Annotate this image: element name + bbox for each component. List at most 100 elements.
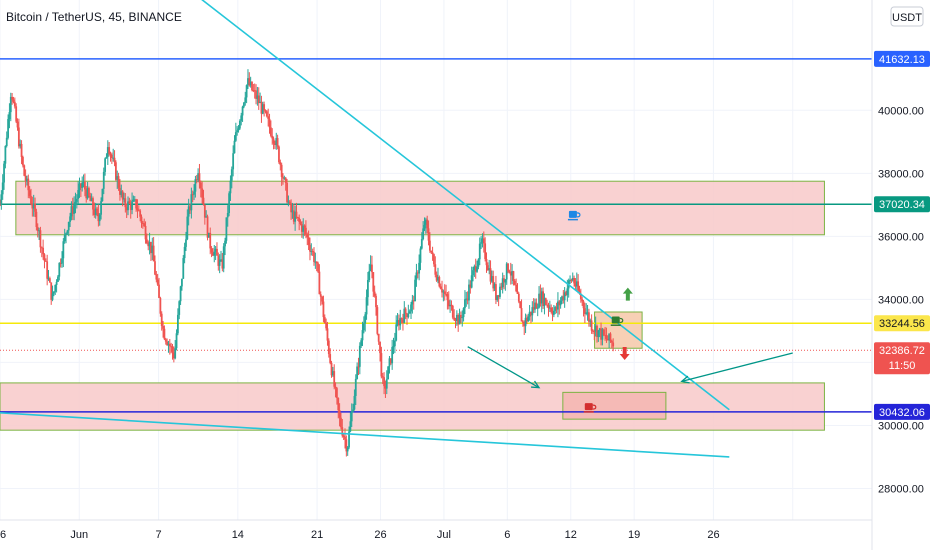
candle-body	[233, 140, 236, 154]
candle-body	[367, 279, 369, 298]
candle-body	[499, 286, 501, 297]
candle-body	[426, 219, 429, 229]
x-tick-label: 19	[628, 529, 640, 541]
candle-body	[524, 317, 527, 327]
arrow-line[interactable]	[681, 352, 793, 382]
candle-body	[94, 208, 97, 215]
unit-badge[interactable]: USDT	[890, 6, 924, 27]
candle-body	[162, 325, 164, 329]
candle-body	[217, 255, 220, 266]
candle-body	[488, 268, 491, 271]
candle-body	[0, 194, 3, 205]
candle-body	[224, 240, 226, 247]
candle-body	[582, 301, 585, 309]
candle-body	[78, 183, 81, 191]
candle-body	[447, 300, 450, 307]
candle-body	[329, 354, 332, 363]
candle-body	[88, 188, 90, 196]
candle-body	[534, 302, 536, 310]
price-zone[interactable]	[0, 382, 825, 431]
candle-body	[240, 115, 243, 121]
price-zone[interactable]	[562, 391, 667, 420]
candle-body	[439, 286, 442, 289]
candle-body	[433, 254, 435, 265]
candle-body	[419, 248, 422, 263]
sell-signal-arrow-icon	[619, 346, 630, 360]
candle-body	[59, 262, 62, 264]
candle-body	[476, 266, 478, 272]
candle-body	[594, 325, 597, 332]
candle-body	[493, 284, 496, 289]
candle-body	[279, 162, 282, 165]
candle-body	[210, 248, 213, 253]
candle-body	[182, 258, 185, 279]
candle-body	[141, 222, 144, 224]
candle-body	[3, 163, 5, 183]
candle-body	[1, 182, 4, 195]
candle-body	[352, 409, 354, 412]
candle-body	[147, 243, 150, 247]
candle-body	[512, 271, 515, 281]
price-zone[interactable]	[15, 180, 825, 236]
candle-body	[79, 183, 82, 188]
candle-body	[26, 178, 28, 182]
x-tick-label: 26	[707, 529, 719, 541]
candle-body	[222, 246, 225, 269]
x-tick-label: 7	[155, 529, 161, 541]
candle-body	[450, 304, 453, 306]
candle-body	[159, 297, 162, 314]
candle-body	[550, 307, 553, 312]
candle-body	[451, 305, 454, 318]
candle-body	[544, 298, 547, 305]
candle-body	[459, 314, 462, 318]
candle-body	[181, 278, 183, 287]
candle-body	[248, 78, 251, 86]
chart-title: Bitcoin / TetherUS, 45, BINANCE	[6, 10, 182, 24]
cup-saucer	[610, 324, 621, 326]
candle-body	[383, 377, 385, 387]
candle-body	[150, 241, 152, 254]
candle-body	[148, 241, 151, 247]
candle-body	[251, 81, 253, 91]
candle-body	[234, 132, 237, 141]
trendline[interactable]	[190, 0, 730, 411]
candle-body	[296, 217, 299, 219]
candle-body	[505, 263, 508, 280]
zone-layer	[0, 180, 825, 431]
candle-body	[592, 330, 594, 332]
candle-body	[123, 198, 125, 200]
candle-body	[485, 258, 488, 266]
signal-layer	[567, 210, 633, 413]
candle-body	[470, 275, 473, 288]
candle-body	[168, 343, 171, 347]
candle-body	[261, 104, 264, 114]
candle-body	[461, 317, 464, 319]
candle-body	[441, 288, 443, 293]
candle-body	[302, 225, 305, 232]
cup-handle	[592, 404, 597, 410]
candle-body	[526, 317, 528, 322]
candle-body	[137, 210, 140, 212]
candle-body	[495, 284, 497, 300]
trendline[interactable]	[0, 412, 730, 458]
candle-body	[143, 223, 146, 226]
candle-body	[398, 320, 400, 326]
candle-body	[225, 217, 228, 241]
level-price-label: 37020.34	[879, 199, 925, 211]
candle-body	[201, 188, 204, 198]
candle-body	[563, 292, 566, 301]
candle-body	[597, 330, 600, 337]
currency-unit-label: USDT	[892, 12, 922, 24]
candle-body	[422, 228, 425, 240]
candle-body	[39, 230, 42, 248]
candle-body	[404, 308, 407, 314]
candle-body	[22, 156, 24, 166]
candle-body	[468, 284, 470, 301]
candle-body	[160, 313, 163, 326]
candle-body	[577, 281, 580, 291]
candle-body	[292, 210, 295, 222]
candle-body	[478, 243, 481, 260]
candle-body	[260, 101, 263, 114]
arrow-line[interactable]	[467, 346, 540, 389]
